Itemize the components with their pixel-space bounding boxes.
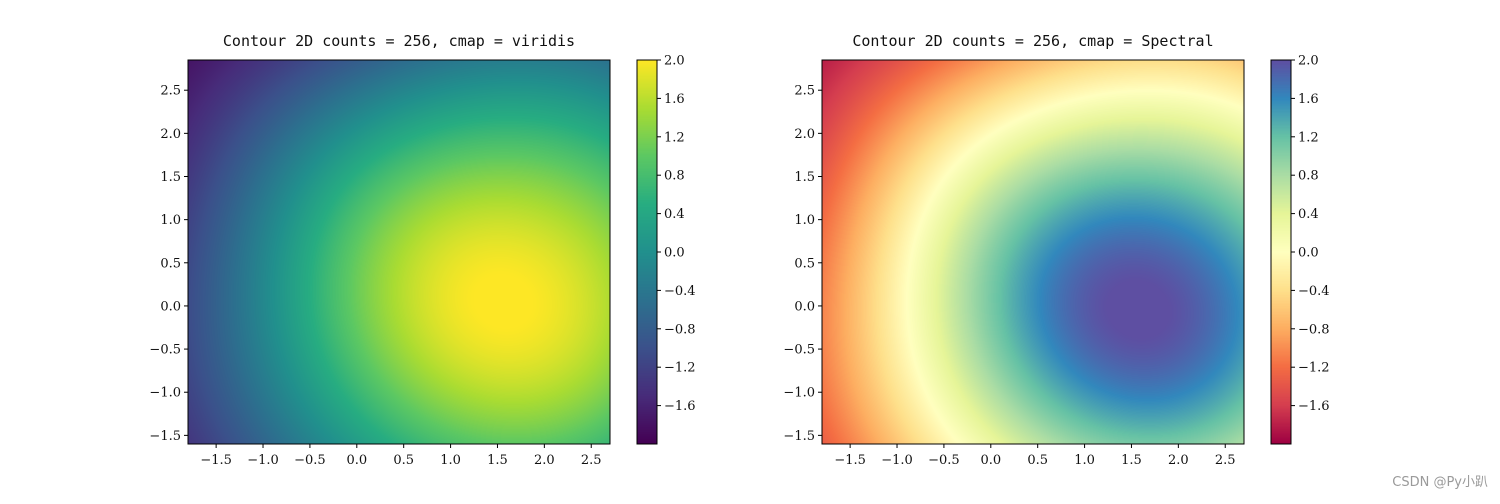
x-axis: −1.5 −1.0 −0.5 0.0 0.5 1.0 1.5 2.0 2.5: [200, 444, 602, 468]
colorbar-tick-label: 1.6: [1298, 92, 1319, 107]
x-tick-label: −1.0: [881, 453, 913, 468]
colorbar-tick-label: 0.0: [1298, 246, 1319, 261]
y-tick-label: −1.0: [783, 386, 815, 401]
chart-title: Contour 2D counts = 256, cmap = Spectral: [852, 32, 1213, 50]
plot-area: [188, 60, 610, 444]
colorbar-gradient: [637, 60, 657, 444]
colorbar-tick-label: 2.0: [664, 54, 685, 69]
colorbar-tick-label: 1.6: [664, 92, 685, 107]
colorbar-tick-label: −0.8: [664, 322, 696, 337]
x-tick-label: −1.5: [200, 453, 232, 468]
y-tick-label: 2.0: [794, 127, 815, 142]
colorbar-tick-label: −1.6: [664, 399, 696, 414]
x-axis: −1.5 −1.0 −0.5 0.0 0.5 1.0 1.5 2.0 2.5: [834, 444, 1236, 468]
x-tick-label: 1.5: [1121, 453, 1142, 468]
colorbar: [1271, 60, 1291, 444]
colorbar-tick-label: −1.2: [664, 361, 696, 376]
plot-frame: [187, 59, 611, 445]
x-tick-label: 1.5: [487, 453, 508, 468]
x-tick-label: 2.5: [581, 453, 602, 468]
y-tick-label: 2.0: [160, 127, 181, 142]
colorbar-tick-label: 0.8: [664, 169, 685, 184]
colorbar-tick-label: 0.0: [664, 246, 685, 261]
y-tick-label: 1.0: [794, 213, 815, 228]
y-tick-label: −0.5: [783, 343, 815, 358]
colorbar-tick-label: 0.4: [1298, 207, 1319, 222]
colorbar-gradient: [1271, 60, 1291, 444]
colorbar-tick-label: 1.2: [664, 130, 685, 145]
colorbar-tick-label: 0.4: [664, 207, 685, 222]
y-tick-label: 1.5: [160, 170, 181, 185]
watermark: CSDN @Py小趴: [1392, 475, 1488, 490]
y-tick-label: 2.5: [160, 84, 181, 99]
panel-spectral: Contour 2D counts = 256, cmap = Spectral…: [783, 32, 1329, 468]
x-tick-label: −0.5: [294, 453, 326, 468]
y-tick-label: −1.5: [783, 429, 815, 444]
x-tick-label: 1.0: [1074, 453, 1095, 468]
colorbar-axis: 2.0 1.6 1.2 0.8 0.4 0.0 −0.4 −0.8 −1.2 −1.6: [1291, 54, 1330, 414]
colorbar-tick-label: −0.4: [1298, 284, 1330, 299]
x-tick-label: 0.0: [346, 453, 367, 468]
y-tick-label: 1.0: [160, 213, 181, 228]
y-tick-label: 0.0: [160, 299, 181, 314]
colorbar-tick-label: −1.6: [1298, 399, 1330, 414]
x-tick-label: −1.5: [834, 453, 866, 468]
chart-title: Contour 2D counts = 256, cmap = viridis: [223, 32, 575, 50]
panel-viridis: Contour 2D counts = 256, cmap = viridis …: [149, 32, 695, 468]
y-tick-label: −0.5: [149, 343, 181, 358]
x-tick-label: −0.5: [928, 453, 960, 468]
colorbar-tick-label: 0.8: [1298, 169, 1319, 184]
colorbar-tick-label: −0.8: [1298, 322, 1330, 337]
heatmap-field: [822, 60, 1244, 444]
x-tick-label: 2.5: [1215, 453, 1236, 468]
y-tick-label: 2.5: [794, 84, 815, 99]
colorbar-tick-label: 1.2: [1298, 130, 1319, 145]
y-tick-label: 0.5: [794, 256, 815, 271]
colorbar-axis: 2.0 1.6 1.2 0.8 0.4 0.0 −0.4 −0.8 −1.2 −1.6: [657, 54, 696, 414]
y-tick-label: −1.0: [149, 386, 181, 401]
y-tick-label: −1.5: [149, 429, 181, 444]
colorbar-tick-label: 2.0: [1298, 54, 1319, 69]
plot-frame: [821, 59, 1245, 445]
x-tick-label: 0.0: [980, 453, 1001, 468]
plot-area: [822, 60, 1244, 444]
colorbar: [637, 60, 657, 444]
y-tick-label: 0.5: [160, 256, 181, 271]
colorbar-tick-label: −1.2: [1298, 361, 1330, 376]
x-tick-label: 2.0: [1168, 453, 1189, 468]
colorbar-tick-label: −0.4: [664, 284, 696, 299]
y-axis: −1.5 −1.0 −0.5 0.0 0.5 1.0 1.5 2.0 2.5: [783, 84, 822, 444]
x-tick-label: −1.0: [247, 453, 279, 468]
y-axis: −1.5 −1.0 −0.5 0.0 0.5 1.0 1.5 2.0 2.5: [149, 84, 188, 444]
x-tick-label: 2.0: [534, 453, 555, 468]
heatmap-field: [188, 60, 610, 444]
x-tick-label: 0.5: [393, 453, 414, 468]
y-tick-label: 0.0: [794, 299, 815, 314]
y-tick-label: 1.5: [794, 170, 815, 185]
x-tick-label: 0.5: [1027, 453, 1048, 468]
x-tick-label: 1.0: [440, 453, 461, 468]
